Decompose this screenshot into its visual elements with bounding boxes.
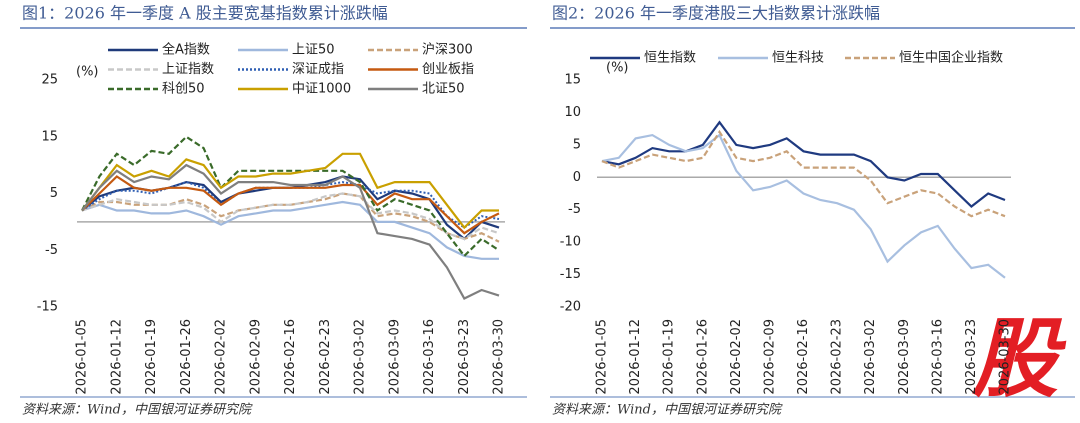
series-line [601,133,1006,279]
y-tick-label: 0 [573,170,581,185]
x-tick-label: 2026-02-02 [729,319,744,395]
x-tick-label: 2026-03-23 [457,319,472,395]
x-tick-label: 2026-01-05 [595,319,610,395]
legend-label: 科创50 [162,82,205,97]
y-tick-label: -20 [560,300,581,315]
series-line [601,120,1006,208]
x-tick-label: 2026-03-09 [387,319,402,395]
x-tick-label: 2026-01-19 [662,319,677,395]
y-tick-label: -15 [37,300,58,315]
y-tick-label: -5 [568,202,581,217]
x-tick-label: 2026-02-23 [830,319,845,395]
x-tick-label: 2026-02-23 [318,319,333,395]
legend-label: 北证50 [422,82,465,97]
legend-label: 全A指数 [162,42,210,58]
legend-label: 上证指数 [162,62,214,77]
series-line [601,129,1006,218]
y-tick-label: 15 [41,129,58,144]
legend-label: 中证1000 [292,82,351,97]
legend-label: 沪深300 [422,42,473,58]
x-tick-label: 2026-02-09 [762,319,777,395]
x-tick-label: 2026-01-19 [144,319,159,395]
y-tick-label: 15 [564,73,581,88]
x-tick-label: 2026-03-09 [897,319,912,395]
x-tick-label: 2026-03-16 [930,319,945,395]
x-tick-label: 2026-01-12 [628,319,643,395]
unit-label: (%) [606,61,629,76]
x-tick-label: 2026-03-30 [998,319,1013,395]
unit-label: (%) [76,65,99,80]
x-tick-label: 2026-02-02 [214,319,229,395]
y-tick-label: 5 [573,137,581,152]
x-tick-label: 2026-01-26 [179,319,194,395]
legend-label: 恒生科技 [772,51,824,66]
series-line [81,192,500,243]
series-line [81,175,500,235]
legend-label: 上证50 [292,43,335,58]
chart-title: 图2：2026 年一季度港股三大指数累计涨跌幅 [552,4,880,23]
x-tick-label: 2026-02-09 [248,319,263,395]
legend-label: 创业板指 [422,62,474,77]
x-tick-label: 2026-01-05 [75,319,90,395]
x-tick-label: 2026-03-23 [964,319,979,395]
source-note: 资料来源：Wind，中国银河证券研究院 [22,402,253,418]
x-tick-label: 2026-03-02 [353,319,368,395]
source-note: 资料来源：Wind，中国银河证券研究院 [552,402,783,418]
x-tick-label: 2026-01-26 [695,319,710,395]
y-tick-label: -10 [560,235,581,250]
chart-title: 图1：2026 年一季度 A 股主要宽基指数累计涨跌幅 [22,4,388,23]
legend-label: 恒生中国企业指数 [899,50,1003,66]
series-line [81,192,500,241]
x-tick-label: 2026-03-30 [492,319,507,395]
x-tick-label: 2026-02-16 [283,319,298,395]
legend-label: 恒生指数 [644,51,696,66]
series-line [81,200,499,260]
x-tick-label: 2026-03-02 [863,319,878,395]
y-tick-label: -5 [45,243,58,258]
x-tick-label: 2026-01-12 [109,319,124,395]
x-tick-label: 2026-03-16 [422,319,437,395]
legend-label: 深证成指 [292,62,344,77]
series-line [81,152,499,230]
y-tick-label: 5 [50,186,58,201]
y-tick-label: -15 [560,267,581,282]
series-line [81,163,500,300]
y-tick-label: 10 [564,105,581,120]
series-line [81,135,500,258]
x-tick-label: 2026-02-16 [796,319,811,395]
watermark: 股 [971,309,1067,409]
y-tick-label: 25 [41,73,58,88]
